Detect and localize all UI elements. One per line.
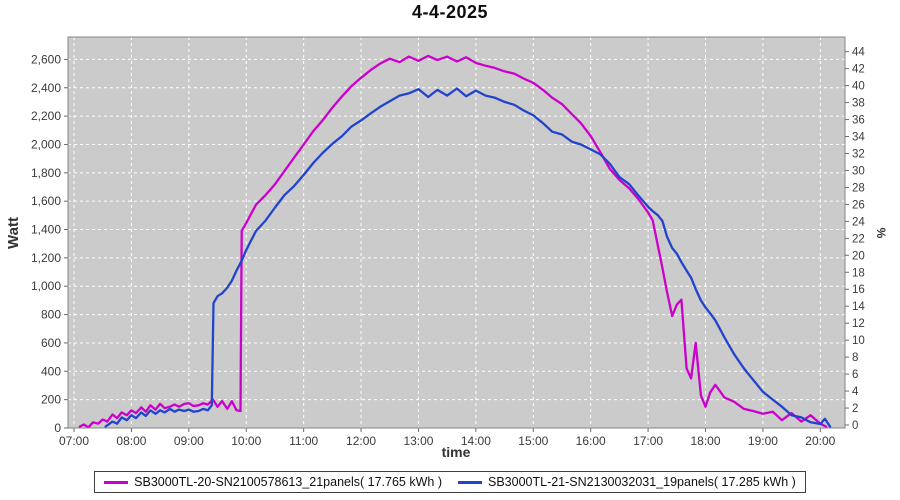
bottom-tick-label: 19:00 (748, 434, 778, 448)
bottom-tick-label: 09:00 (174, 434, 204, 448)
bottom-tick-label: 15:00 (518, 434, 548, 448)
bottom-tick-label: 11:00 (289, 434, 318, 448)
right-tick-label: 24 (852, 216, 865, 228)
right-tick-label: 26 (852, 199, 865, 211)
right-tick-label: 14 (852, 301, 865, 313)
left-tick-label: 2,600 (31, 52, 61, 66)
right-tick-label: 34 (852, 132, 865, 144)
left-tick-label: 1,600 (31, 194, 61, 208)
y-axis-label-right: % (874, 228, 888, 239)
bottom-tick-label: 13:00 (403, 434, 433, 448)
right-tick-label: 32 (852, 148, 865, 160)
left-tick-label: 1,400 (31, 223, 61, 237)
left-tick-label: 200 (41, 393, 61, 407)
right-tick-label: 28 (852, 182, 865, 194)
right-tick-label: 16 (852, 284, 865, 296)
right-tick-label: 42 (852, 64, 865, 76)
legend-label: SB3000TL-20-SN2100578613_21panels( 17.76… (134, 475, 442, 489)
left-tick-label: 2,000 (31, 137, 61, 151)
bottom-tick-label: 10:00 (231, 434, 261, 448)
left-tick-label: 400 (41, 364, 61, 378)
right-tick-label: 38 (852, 98, 865, 110)
plot-background (68, 37, 845, 428)
legend-box: SB3000TL-20-SN2100578613_21panels( 17.76… (94, 471, 806, 493)
left-tick-label: 1,800 (31, 166, 61, 180)
left-tick-label: 1,200 (31, 251, 61, 265)
bottom-tick-label: 17:00 (633, 434, 663, 448)
right-tick-label: 10 (852, 335, 865, 347)
right-tick-label: 44 (852, 47, 865, 59)
series-line-2 (104, 87, 832, 428)
left-tick-label: 2,200 (31, 109, 61, 123)
legend-line-swatch-blue (458, 480, 482, 484)
right-tick-label: 2 (852, 403, 858, 415)
left-tick-label: 600 (41, 336, 61, 350)
series-line-1 (78, 54, 828, 429)
right-tick-label: 20 (852, 250, 865, 262)
right-tick-label: 36 (852, 115, 865, 127)
y-axis-label-left: Watt (5, 217, 22, 249)
right-tick-label: 22 (852, 233, 865, 245)
legend-item-inverter-20: SB3000TL-20-SN2100578613_21panels( 17.76… (104, 475, 442, 489)
right-tick-label: 4 (852, 386, 859, 398)
legend: SB3000TL-20-SN2100578613_21panels( 17.76… (0, 471, 900, 493)
legend-item-inverter-21: SB3000TL-21-SN2130032031_19panels( 17.28… (458, 475, 796, 489)
legend-label: SB3000TL-21-SN2130032031_19panels( 17.28… (488, 475, 796, 489)
left-tick-label: 800 (41, 308, 61, 322)
plot-border (67, 36, 846, 429)
right-tick-label: 18 (852, 267, 865, 279)
left-tick-label: 0 (54, 421, 61, 435)
right-tick-label: 8 (852, 352, 858, 364)
bottom-tick-label: 12:00 (346, 434, 376, 448)
right-tick-label: 12 (852, 318, 865, 330)
bottom-tick-label: 07:00 (59, 434, 89, 448)
plot-layer: 02004006008001,0001,2001,4001,6001,8002,… (31, 36, 865, 448)
right-tick-label: 0 (852, 420, 858, 432)
right-tick-label: 6 (852, 369, 858, 381)
chart-title: 4-4-2025 (411, 2, 489, 22)
right-tick-label: 30 (852, 165, 865, 177)
bottom-tick-label: 18:00 (690, 434, 720, 448)
bottom-tick-label: 14:00 (461, 434, 491, 448)
right-tick-label: 40 (852, 81, 865, 93)
bottom-tick-label: 20:00 (805, 434, 835, 448)
left-tick-label: 2,400 (31, 81, 61, 95)
bottom-tick-label: 16:00 (576, 434, 606, 448)
x-axis-label: time (442, 444, 471, 460)
bottom-tick-label: 08:00 (116, 434, 146, 448)
legend-line-swatch-magenta (104, 480, 129, 484)
left-tick-label: 1,000 (31, 279, 61, 293)
